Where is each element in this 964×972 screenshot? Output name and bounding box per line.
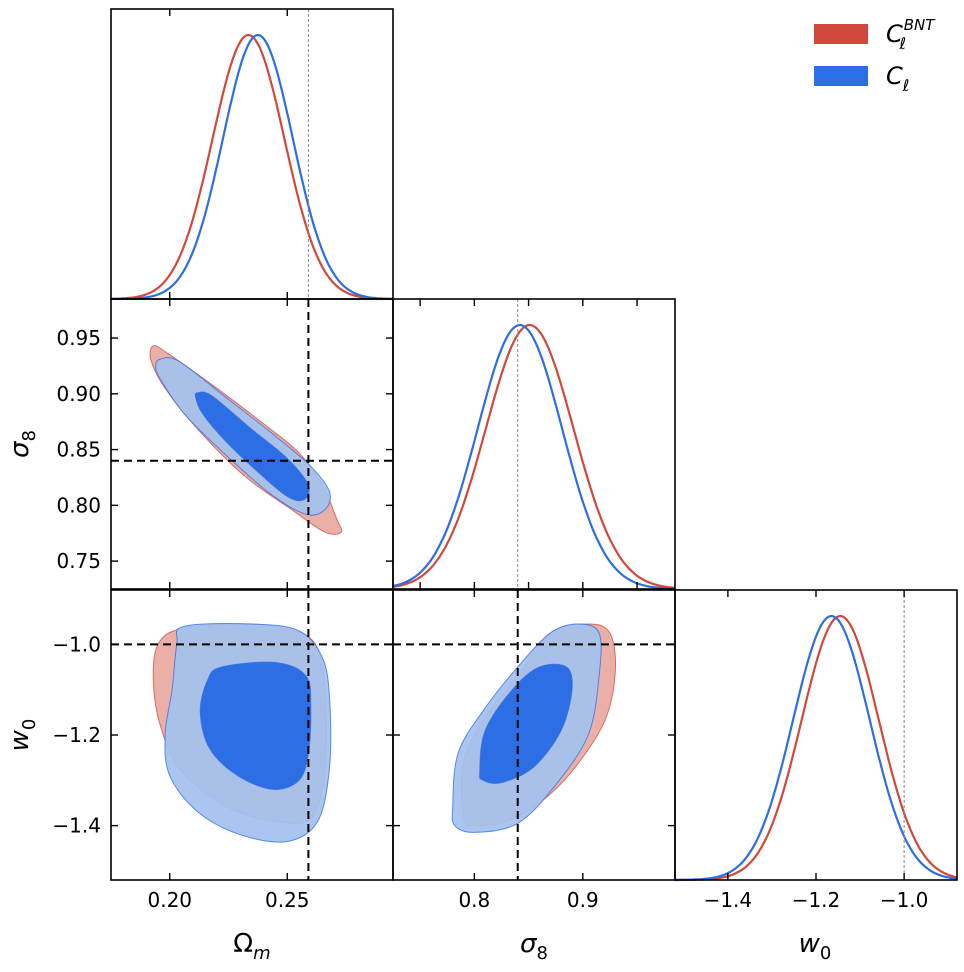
marginal-bnt-omega_m [111, 33, 393, 300]
legend: CBNT ℓ Cℓ [814, 16, 936, 95]
x-label-sigma-8: σ8 [520, 929, 548, 964]
contour-inner-cl-sigma_8-vs-omega_m [194, 391, 310, 502]
y-tick-label-sigma_8: 0.95 [56, 326, 101, 350]
axes-layer: 0.20 0.25 0.8 0.9 −1.4 −1.2 −1.0 0.75 0.80 0.85 0.… [52, 8, 958, 912]
x-tick-label-w_0: −1.2 [792, 888, 841, 912]
x-label-w-0: w0 [799, 929, 832, 964]
x-tick-label-w_0: −1.0 [880, 888, 929, 912]
y-tick-label-w_0: −1.0 [52, 632, 101, 656]
legend-label-cl: Cℓ [886, 62, 909, 95]
contour-inner-cl-w_0-vs-omega_m [199, 661, 312, 790]
reference-lines-layer [111, 9, 905, 880]
x-tick-label-w_0: −1.4 [704, 888, 753, 912]
y-tick-label-sigma_8: 0.90 [56, 382, 101, 406]
marginal-cl-omega_m [110, 33, 393, 301]
y-tick-label-w_0: −1.2 [52, 723, 101, 747]
x-tick-label-omega_m: 0.25 [265, 888, 310, 912]
curves-layer [110, 33, 958, 882]
legend-label-bnt: CBNT ℓ [886, 16, 936, 53]
marginal-bnt-sigma_8 [392, 323, 676, 589]
legend-swatch-cl [814, 66, 868, 86]
marginal-cl-w_0 [675, 614, 958, 881]
x-tick-label-omega_m: 0.20 [147, 888, 192, 912]
y-tick-label-sigma_8: 0.85 [56, 438, 101, 462]
x-label-omega-m: Ωm [233, 929, 270, 964]
y-tick-label-sigma_8: 0.80 [56, 493, 101, 517]
contour-fills-layer [149, 345, 617, 843]
x-tick-label-sigma_8: 0.9 [567, 888, 599, 912]
marginal-cl-sigma_8 [392, 323, 676, 590]
labels-layer: Ωm σ8 w0 σ8 w0 [5, 430, 831, 964]
y-tick-label-w_0: −1.4 [52, 814, 101, 838]
marginal-bnt-w_0 [675, 614, 958, 882]
x-tick-label-sigma_8: 0.8 [458, 888, 490, 912]
legend-swatch-bnt [814, 24, 868, 44]
y-label-w-0: w0 [5, 719, 40, 752]
panel-frame-sigma_8-sigma_8 [392, 298, 676, 590]
y-tick-label-sigma_8: 0.75 [56, 549, 101, 573]
contour-inner-cl-w_0-vs-sigma_8 [479, 663, 573, 784]
y-label-sigma-8: σ8 [5, 430, 40, 458]
panel-frame-omega_m-omega_m [110, 8, 394, 300]
